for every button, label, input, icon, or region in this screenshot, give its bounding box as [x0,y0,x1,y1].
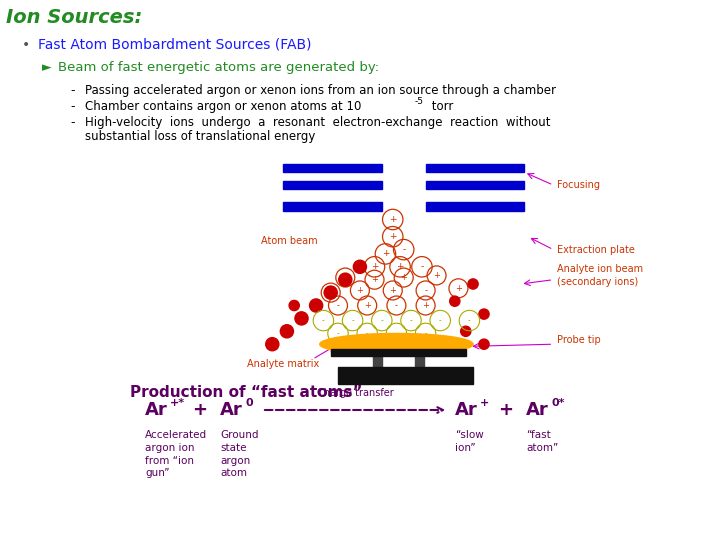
Circle shape [266,338,279,351]
Text: +: + [480,398,490,408]
Circle shape [338,273,352,286]
Text: +: + [364,301,371,310]
Bar [426,202,524,211]
Text: Ar: Ar [455,401,478,419]
Circle shape [324,286,337,299]
Text: High-velocity  ions  undergo  a  resonant  electron-exchange  reaction  without: High-velocity ions undergo a resonant el… [85,116,551,129]
Text: -: - [351,316,354,325]
Text: torr: torr [428,100,454,113]
Text: +: + [371,275,378,284]
Text: Analyte ion beam
(secondary ions): Analyte ion beam (secondary ions) [557,264,643,287]
Text: Probe tip: Probe tip [557,335,600,345]
Text: -: - [70,100,74,113]
Text: Ar: Ar [220,401,243,419]
Text: Ar: Ar [145,401,168,419]
Text: -: - [402,245,405,254]
Bar [338,367,473,384]
Text: +: + [389,232,397,241]
Text: Atom beam: Atom beam [261,236,318,246]
Text: substantial loss of translational energy: substantial loss of translational energy [85,130,315,143]
Text: Extraction plate: Extraction plate [557,245,635,254]
Text: +: + [433,271,440,280]
Circle shape [310,299,323,312]
Text: Ion Sources:: Ion Sources: [6,8,143,27]
Text: Charge transfer: Charge transfer [317,388,393,398]
Text: Ground
state
argon
atom: Ground state argon atom [220,430,258,478]
Bar [330,348,466,356]
Text: -: - [344,273,347,282]
Text: -: - [424,329,427,338]
Text: -: - [70,116,74,129]
Circle shape [479,339,489,349]
Text: +*: +* [170,398,185,408]
Text: Passing accelerated argon or xenon ions from an ion source through a chamber: Passing accelerated argon or xenon ions … [85,84,556,97]
Text: Analyte matrix: Analyte matrix [247,359,319,368]
Text: Chamber contains argon or xenon atoms at 10: Chamber contains argon or xenon atoms at… [85,100,361,113]
Ellipse shape [320,333,473,355]
Circle shape [295,312,308,325]
Circle shape [450,296,460,306]
Text: +: + [382,249,390,259]
Circle shape [461,326,471,336]
Text: 0*: 0* [551,398,564,408]
Text: +: + [396,262,404,271]
Text: -: - [70,84,74,97]
Text: -: - [424,286,427,295]
Circle shape [479,309,489,319]
Text: +: + [356,286,364,295]
Bar [415,356,424,367]
Text: +: + [400,273,407,282]
Text: -: - [322,316,325,325]
Text: Ar: Ar [526,401,549,419]
Text: Production of “fast atoms”: Production of “fast atoms” [130,385,362,400]
Circle shape [468,279,478,289]
Text: -: - [395,329,397,338]
Text: -5: -5 [415,97,424,106]
Text: “fast
atom”: “fast atom” [526,430,558,453]
Bar [426,164,524,172]
Text: +: + [498,401,513,419]
Text: Beam of fast energetic atoms are generated by:: Beam of fast energetic atoms are generat… [58,61,379,74]
Circle shape [280,325,294,338]
Text: -: - [337,329,339,338]
Text: -: - [395,301,398,310]
Bar [283,202,382,211]
Text: -: - [410,316,413,325]
Bar [283,181,382,190]
Bar [373,356,382,367]
Bar [426,181,524,190]
Text: +: + [192,401,207,419]
Text: Focusing: Focusing [557,180,600,190]
Text: •: • [22,38,30,52]
Text: Fast Atom Bombardment Sources (FAB): Fast Atom Bombardment Sources (FAB) [38,38,312,52]
Text: +: + [371,262,378,271]
Text: “slow
ion”: “slow ion” [455,430,484,453]
Text: ►: ► [42,61,52,74]
Text: -: - [336,301,340,310]
Text: Accelerated
argon ion
from “ion
gun”: Accelerated argon ion from “ion gun” [145,430,207,478]
Text: +: + [389,215,397,224]
Text: -: - [438,316,441,325]
Text: -: - [366,329,369,338]
Text: +: + [422,301,429,310]
Circle shape [354,260,366,273]
Text: 0: 0 [245,398,253,408]
Text: +: + [390,286,396,295]
Text: -: - [468,316,471,325]
Text: -: - [329,288,332,297]
Text: -: - [420,262,423,271]
Bar [283,164,382,172]
Text: +: + [455,284,462,293]
Circle shape [289,300,300,310]
Text: -: - [380,316,383,325]
